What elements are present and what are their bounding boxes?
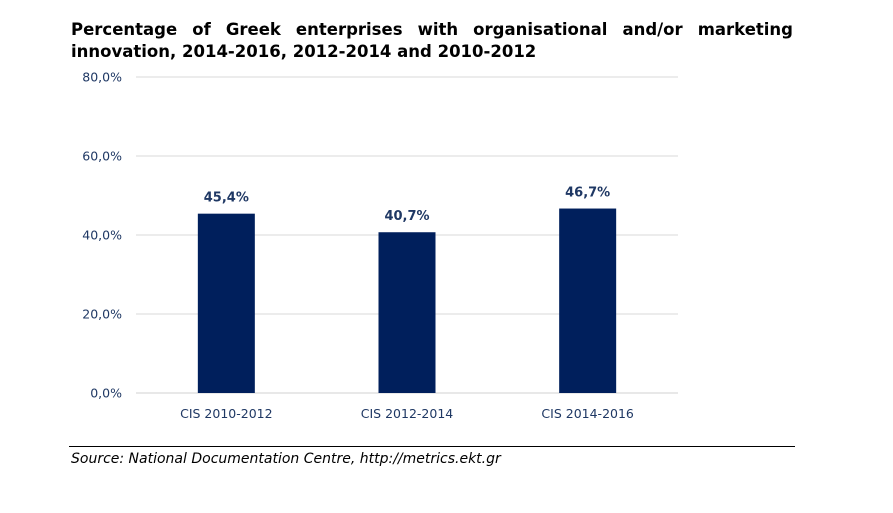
chart-title: Percentage of Greek enterprises with org… xyxy=(71,20,793,61)
data-labels: 45,4% 40,7% 46,7% xyxy=(204,186,610,225)
y-tick-label: 20,0% xyxy=(82,307,122,322)
data-label: 46,7% xyxy=(565,186,610,201)
bar xyxy=(378,232,436,393)
source-note: Source: National Documentation Centre, h… xyxy=(71,451,501,467)
x-tick-label: CIS 2014-2016 xyxy=(541,406,634,421)
y-tick-label: 80,0% xyxy=(82,70,122,85)
y-axis-tick-labels: 0,0% 20,0% 40,0% 60,0% 80,0% xyxy=(82,70,122,401)
bars xyxy=(197,208,617,393)
data-label: 40,7% xyxy=(384,209,429,224)
y-tick-label: 0,0% xyxy=(90,386,122,401)
source-divider xyxy=(69,446,795,447)
y-tick-label: 40,0% xyxy=(82,228,122,243)
bar xyxy=(559,208,617,393)
y-tick-label: 60,0% xyxy=(82,149,122,164)
x-tick-label: CIS 2012-2014 xyxy=(361,406,454,421)
x-tick-label: CIS 2010-2012 xyxy=(180,406,272,421)
data-label: 45,4% xyxy=(204,191,249,206)
bar xyxy=(197,213,255,393)
x-axis-tick-labels: CIS 2010-2012 CIS 2012-2014 CIS 2014-2016 xyxy=(180,406,634,421)
